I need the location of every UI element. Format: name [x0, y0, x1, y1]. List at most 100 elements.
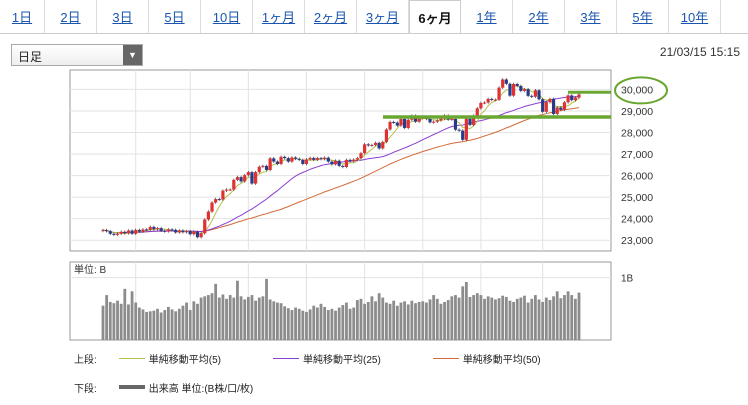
tab-6[interactable]: 2ヶ月 [305, 0, 357, 33]
candle-body [137, 229, 141, 232]
volume-bar [439, 303, 443, 340]
candle-body [293, 157, 298, 159]
volume-bar [359, 298, 363, 340]
volume-bar [443, 301, 446, 340]
candle-body [232, 179, 236, 190]
volume-bar [319, 303, 323, 340]
candle-body [315, 158, 319, 160]
volume-bar [148, 311, 152, 340]
candle-body [482, 102, 487, 104]
candle-period-value: 日足 [18, 50, 43, 64]
volume-bar [283, 306, 287, 340]
volume-bar [152, 310, 156, 340]
candle-body [210, 202, 214, 212]
volume-bar [483, 298, 486, 340]
volume-bar [272, 301, 276, 340]
candle-body [286, 158, 290, 162]
candle-body [192, 231, 196, 235]
volume-bar [101, 305, 105, 340]
volume-bar [254, 300, 258, 340]
candle-body [522, 89, 527, 91]
volume-bar [214, 283, 218, 340]
tab-7[interactable]: 3ヶ月 [357, 0, 409, 33]
candle-body [504, 79, 508, 84]
candle-body [170, 229, 174, 231]
candle-body [145, 229, 149, 231]
volume-bar [217, 297, 221, 340]
tab-12[interactable]: 5年 [617, 0, 669, 33]
volume-bar [374, 301, 377, 340]
price-tick-label: 26,000 [621, 171, 653, 183]
volume-bar [363, 303, 367, 340]
tab-13[interactable]: 10年 [669, 0, 721, 33]
tab-1[interactable]: 2日 [45, 0, 97, 33]
candle-body [217, 199, 221, 201]
candle-body [224, 189, 229, 191]
candle-body [108, 231, 112, 234]
candle-body [348, 159, 352, 162]
tab-divider [0, 33, 748, 34]
volume-bar [305, 311, 308, 340]
ma25-swatch [273, 357, 300, 359]
volume-bar [573, 298, 577, 340]
candle-body [453, 118, 458, 130]
tab-3[interactable]: 5日 [149, 0, 201, 33]
tab-9[interactable]: 1年 [461, 0, 513, 33]
candle-body [370, 144, 374, 146]
tab-8[interactable]: 6ヶ月 [409, 0, 461, 34]
volume-bar [479, 295, 483, 340]
candle-body [501, 79, 505, 88]
tab-2[interactable]: 3日 [97, 0, 149, 33]
tab-11[interactable]: 3年 [565, 0, 617, 33]
volume-bar [192, 301, 196, 340]
candle-body [272, 158, 276, 162]
ma5-label: 単純移動平均(5) [148, 354, 222, 366]
volume-bar [428, 299, 432, 340]
volume-bar [454, 295, 457, 340]
candle-body [533, 90, 537, 97]
tab-10[interactable]: 2年 [513, 0, 565, 33]
volume-bar [417, 301, 421, 340]
volume-bar [410, 300, 414, 340]
price-tick-label: 27,000 [621, 149, 653, 161]
candle-body [461, 130, 465, 140]
volume-bar [257, 297, 261, 340]
volume-bar [414, 303, 417, 340]
volume-bar [388, 303, 392, 340]
period-tabs: 1日 2日 3日 5日 10日 1ヶ月 2ヶ月 3ヶ月 6ヶ月 1年 2年 3年 5年 10年 [0, 0, 748, 34]
candle-body [377, 142, 381, 149]
candle-body [428, 118, 432, 123]
volume-bar [515, 298, 519, 340]
volume-bar [508, 300, 512, 340]
candle-body [155, 228, 160, 230]
candle-body [395, 122, 399, 126]
volume-bar [108, 301, 112, 340]
candle-body [330, 161, 334, 165]
volume-bar [323, 306, 327, 340]
volume-bar [188, 310, 192, 340]
candle-body [326, 157, 330, 162]
volume-bar [366, 301, 370, 340]
volume-bar [221, 294, 225, 340]
volume-bar [475, 293, 479, 340]
candle-body [159, 228, 163, 231]
candle-body [101, 230, 105, 232]
candle-body [468, 118, 472, 125]
volume-bar [435, 298, 439, 340]
volume-bar [370, 296, 374, 340]
candle-body [566, 95, 570, 103]
price-tick-label: 23,000 [621, 235, 653, 247]
volume-bar [395, 305, 399, 340]
volume-bar [134, 302, 138, 340]
volume-bar [308, 309, 312, 340]
tab-4[interactable]: 10日 [201, 0, 253, 33]
candle-period-select[interactable]: 日足 ▼ [11, 44, 143, 66]
volume-bar [137, 307, 141, 340]
volume-bar [156, 308, 159, 340]
candle-body [399, 118, 403, 126]
candle-body [577, 94, 581, 98]
volume-legend-label: 出来高 単位:(B株/口/枚) [148, 383, 254, 395]
tab-0[interactable]: 1日 [0, 0, 45, 33]
tab-5[interactable]: 1ヶ月 [253, 0, 305, 33]
volume-bar [461, 286, 465, 340]
